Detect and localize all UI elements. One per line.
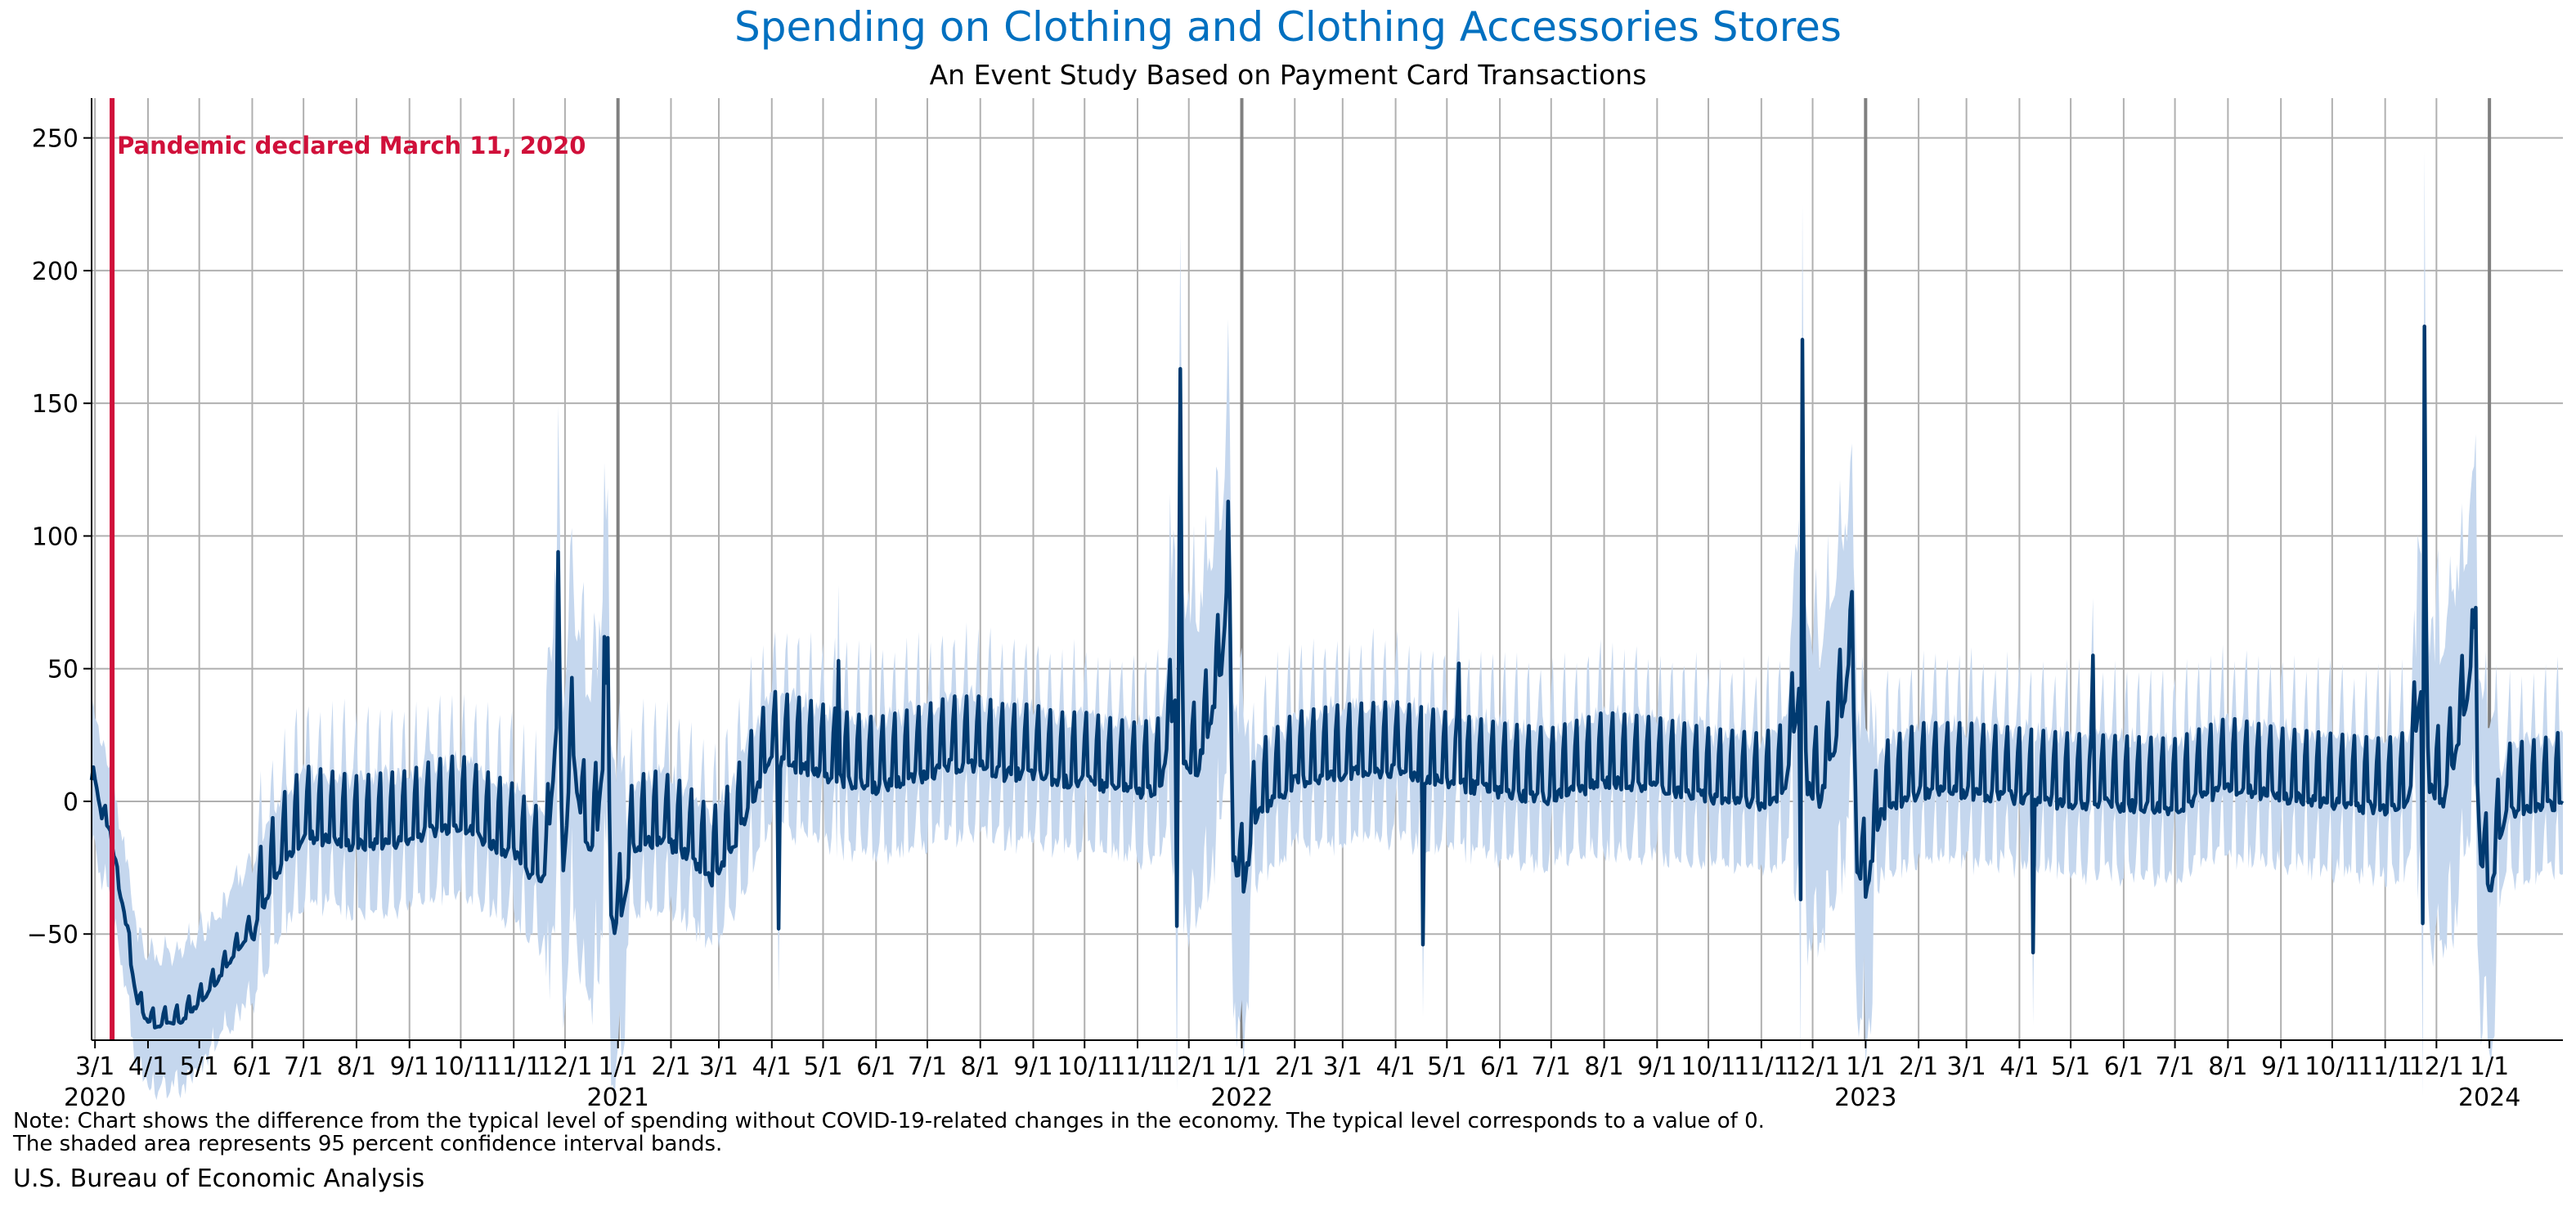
x-tick-label: 10/1 bbox=[1681, 1052, 1735, 1081]
x-tick-label: 5/1 bbox=[803, 1052, 842, 1081]
x-tick-label: 4/1 bbox=[1376, 1052, 1415, 1081]
chart-title: Spending on Clothing and Clothing Access… bbox=[734, 3, 1842, 51]
x-tick-label: 8/1 bbox=[2208, 1052, 2247, 1081]
x-tick-label: 12/1 bbox=[1161, 1052, 1216, 1081]
x-tick-label: 9/1 bbox=[1013, 1052, 1052, 1081]
x-tick-label: 8/1 bbox=[1584, 1052, 1623, 1081]
y-tick-label: 50 bbox=[47, 656, 79, 684]
chart-note: Note: Chart shows the difference from th… bbox=[13, 1109, 1765, 1133]
y-tick-label: 0 bbox=[63, 788, 79, 817]
x-tick-label: 1/1 bbox=[599, 1052, 638, 1081]
x-tick-label: 2/1 bbox=[651, 1052, 690, 1081]
confidence-band bbox=[92, 150, 2563, 1106]
year-label: 2022 bbox=[1210, 1084, 1272, 1112]
x-tick-label: 6/1 bbox=[1480, 1052, 1519, 1081]
year-label: 2023 bbox=[1834, 1084, 1896, 1112]
x-tick-label: 10/1 bbox=[1057, 1052, 1112, 1081]
x-tick-label: 11/1 bbox=[1734, 1052, 1788, 1081]
x-tick-label: 8/1 bbox=[961, 1052, 1000, 1081]
x-tick-label: 2/1 bbox=[1899, 1052, 1938, 1081]
x-tick-label: 4/1 bbox=[128, 1052, 168, 1081]
x-tick-label: 8/1 bbox=[337, 1052, 376, 1081]
y-tick-label: −50 bbox=[27, 921, 79, 949]
spending-series bbox=[89, 324, 2565, 1030]
x-tick-label: 3/1 bbox=[699, 1052, 738, 1081]
x-tick-label: 9/1 bbox=[1637, 1052, 1676, 1081]
x-tick-label: 7/1 bbox=[284, 1052, 323, 1081]
x-tick-label: 6/1 bbox=[2104, 1052, 2143, 1081]
x-tick-label: 7/1 bbox=[908, 1052, 947, 1081]
y-tick-label: 250 bbox=[32, 125, 79, 154]
y-tick-label: 150 bbox=[32, 390, 79, 419]
line-chart: Pandemic declared March 11, 2020 −50 0 50 1… bbox=[27, 98, 2565, 1112]
x-tick-label: 12/1 bbox=[1785, 1052, 1840, 1081]
x-tick-label: 11/1 bbox=[2358, 1052, 2412, 1081]
x-tick-label: 4/1 bbox=[1999, 1052, 2039, 1081]
x-tick-label: 9/1 bbox=[390, 1052, 429, 1081]
x-tick-label: 6/1 bbox=[856, 1052, 895, 1081]
x-tick-label: 7/1 bbox=[1532, 1052, 1571, 1081]
x-tick-label: 1/1 bbox=[1846, 1052, 1885, 1081]
x-tick-label: 10/1 bbox=[2304, 1052, 2359, 1081]
y-tick-label: 200 bbox=[32, 258, 79, 286]
x-tick-label: 6/1 bbox=[232, 1052, 272, 1081]
x-tick-label: 12/1 bbox=[2409, 1052, 2464, 1081]
y-tick-label: 100 bbox=[32, 523, 79, 551]
x-tick-label: 4/1 bbox=[752, 1052, 792, 1081]
x-tick-label: 11/1 bbox=[1110, 1052, 1165, 1081]
x-tick-label: 7/1 bbox=[2155, 1052, 2194, 1081]
x-tick-label: 9/1 bbox=[2261, 1052, 2300, 1081]
pandemic-event-label: Pandemic declared March 11, 2020 bbox=[117, 132, 586, 159]
year-label: 2021 bbox=[587, 1084, 649, 1112]
x-tick-label: 5/1 bbox=[2051, 1052, 2090, 1081]
spending-line bbox=[89, 324, 2565, 1030]
x-tick-label: 2/1 bbox=[1275, 1052, 1314, 1081]
x-tick-label: 1/1 bbox=[1222, 1052, 1261, 1081]
confidence-band-area bbox=[92, 150, 2563, 1106]
x-tick-label: 3/1 bbox=[75, 1052, 114, 1081]
source-credit: U.S. Bureau of Economic Analysis bbox=[13, 1164, 425, 1193]
grid-lines bbox=[92, 98, 2563, 1040]
x-tick-label: 3/1 bbox=[1323, 1052, 1362, 1081]
x-tick-label: 5/1 bbox=[1427, 1052, 1466, 1081]
x-tick-label: 5/1 bbox=[180, 1052, 219, 1081]
x-tick-label: 10/1 bbox=[433, 1052, 488, 1081]
x-tick-label: 3/1 bbox=[1946, 1052, 1986, 1081]
x-tick-label: 1/1 bbox=[2470, 1052, 2509, 1081]
chart-subtitle: An Event Study Based on Payment Card Tra… bbox=[929, 59, 1647, 91]
year-label: 2020 bbox=[64, 1084, 126, 1112]
chart-note-confidence: The shaded area represents 95 percent co… bbox=[13, 1132, 723, 1156]
year-label: 2024 bbox=[2458, 1084, 2520, 1112]
x-tick-label: 12/1 bbox=[537, 1052, 592, 1081]
x-tick-label: 11/1 bbox=[487, 1052, 541, 1081]
event-marker: Pandemic declared March 11, 2020 bbox=[110, 98, 586, 1040]
